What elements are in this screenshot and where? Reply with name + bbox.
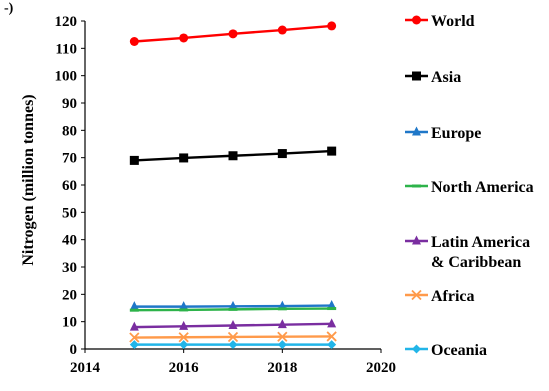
- data-point-asia: [327, 146, 337, 156]
- legend-label: Europe: [431, 125, 481, 142]
- series-europe: [129, 300, 337, 311]
- y-tick-label: 90: [62, 96, 77, 112]
- x-tick-label: 2020: [366, 360, 396, 376]
- legend-label: World: [431, 13, 475, 30]
- data-point-latin-america: [277, 319, 287, 329]
- data-point-africa: [326, 331, 337, 342]
- legend-item-latin-america: Latin America & Caribbean: [405, 234, 530, 271]
- y-tick-label: 100: [55, 69, 78, 85]
- legend-swatch-marker: [412, 71, 421, 81]
- legend-swatch-marker: [411, 289, 422, 301]
- y-tick-labels: 0 10 20 30 40 50 60 70 80 90 100 110 120: [55, 14, 78, 358]
- y-axis-label: Nitrogen (million tonnes): [20, 94, 37, 265]
- data-point-oceania: [277, 340, 287, 350]
- y-tick-label: 110: [55, 41, 77, 57]
- series-africa: [129, 331, 337, 343]
- data-point-africa: [129, 332, 140, 343]
- series-latin-america: [129, 318, 337, 331]
- data-point-north-america: [228, 307, 238, 311]
- y-tick-label: 10: [62, 315, 77, 331]
- legend-item-north-america: North America: [405, 179, 534, 196]
- data-point-africa: [227, 331, 239, 343]
- axes: [81, 20, 382, 353]
- data-point-oceania: [179, 340, 189, 350]
- series-world: [129, 21, 337, 46]
- data-point-latin-america: [228, 319, 238, 329]
- series-asia: [129, 146, 337, 165]
- legend-label: & Caribbean: [431, 254, 521, 271]
- data-point-north-america: [179, 308, 189, 312]
- data-point-world: [129, 37, 139, 46]
- x-tick-label: 2018: [267, 360, 297, 376]
- x-tick-label: 2014: [70, 360, 101, 376]
- data-point-latin-america: [129, 321, 139, 331]
- data-point-oceania: [228, 340, 238, 350]
- data-point-world: [179, 33, 189, 43]
- legend-item-europe: Europe: [405, 125, 481, 142]
- legend-item-africa: Africa: [405, 288, 475, 305]
- legend-swatch-marker: [412, 15, 421, 25]
- y-tick-label: 20: [62, 287, 77, 303]
- y-tick-label: 50: [62, 205, 77, 221]
- data-point-asia: [277, 149, 287, 159]
- data-point-north-america: [129, 308, 139, 312]
- data-point-north-america: [327, 307, 337, 311]
- x-tick-label: 2016: [169, 360, 200, 376]
- legend-swatch-marker: [412, 344, 421, 354]
- series-oceania: [129, 340, 337, 350]
- y-tick-label: 0: [70, 342, 78, 358]
- legend-label: Africa: [431, 288, 475, 305]
- data-point-latin-america: [327, 318, 337, 328]
- data-point-oceania: [327, 340, 337, 350]
- data-point-latin-america: [179, 320, 189, 330]
- data-point-europe: [179, 301, 189, 311]
- y-tick-label: 120: [55, 14, 78, 30]
- data-point-asia: [228, 151, 238, 161]
- legend-swatch-marker: [412, 126, 421, 136]
- data-point-europe: [129, 301, 139, 311]
- legend-swatch-marker: [412, 184, 421, 188]
- y-tick-label: 80: [62, 123, 77, 139]
- data-point-oceania: [129, 340, 139, 350]
- x-tick-labels: 2014 2016 2018 2020: [70, 360, 396, 376]
- y-tick-label: 30: [62, 260, 77, 276]
- data-point-europe: [228, 300, 238, 310]
- legend-item-world: World: [405, 13, 475, 30]
- legend-label: Asia: [431, 69, 461, 86]
- data-point-asia: [129, 155, 139, 165]
- data-point-europe: [327, 300, 337, 310]
- data-point-asia: [179, 153, 189, 163]
- corner-mark: -): [4, 1, 14, 16]
- y-tick-label: 60: [62, 178, 77, 194]
- series-north-america: [129, 307, 337, 312]
- series-group: [129, 21, 337, 350]
- data-point-africa: [178, 332, 189, 343]
- legend-label: Latin America: [431, 234, 530, 251]
- data-point-world: [228, 29, 238, 39]
- data-point-world: [277, 25, 287, 35]
- legend-item-asia: Asia: [405, 69, 461, 86]
- data-point-world: [327, 21, 337, 31]
- legend-swatch-marker: [412, 235, 421, 245]
- data-point-north-america: [277, 307, 287, 311]
- legend-label: North America: [431, 179, 534, 196]
- y-tick-label: 70: [62, 151, 77, 167]
- y-tick-label: 40: [62, 233, 77, 249]
- legend-item-oceania: Oceania: [405, 342, 487, 359]
- legend-label: Oceania: [431, 342, 487, 359]
- legend: World Asia Europe North America Latin Americ…: [405, 13, 534, 359]
- data-point-africa: [277, 331, 288, 342]
